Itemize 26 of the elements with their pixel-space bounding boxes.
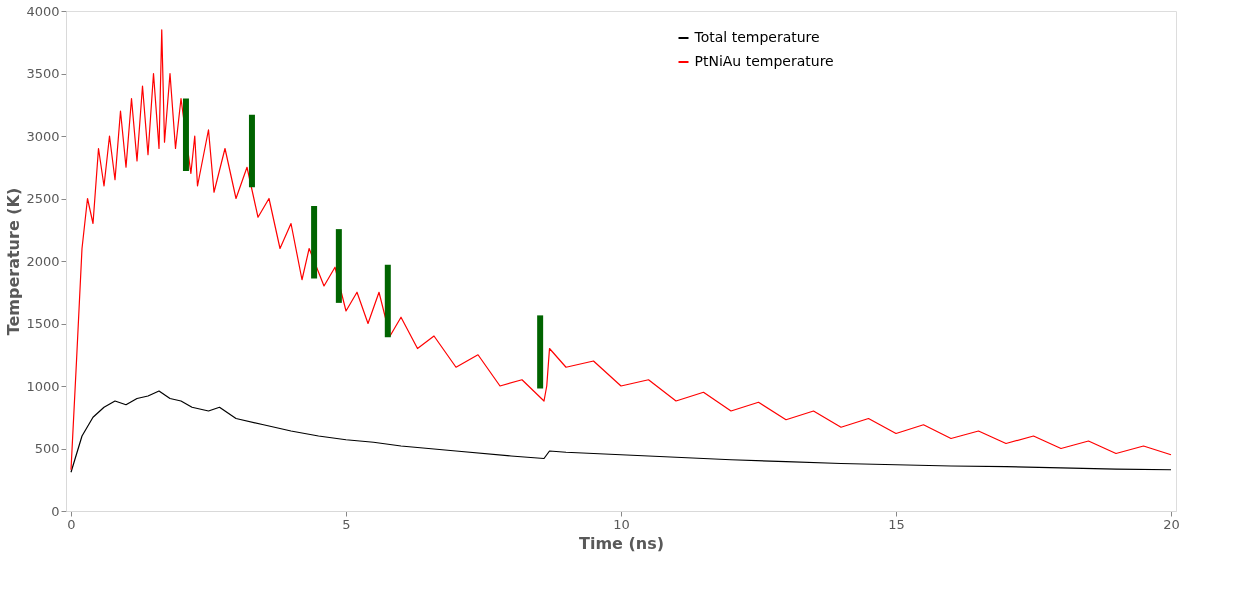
bar (537, 315, 544, 389)
y-tick-label: 3500 (26, 66, 60, 81)
y-tick-label: 0 (51, 503, 60, 519)
x-tick-label: 0 (67, 516, 76, 532)
x-tick-label: 10 (613, 516, 630, 532)
y-tick-label: 3000 (26, 128, 60, 144)
y-tick-label: 500 (34, 441, 60, 456)
line-series (70, 29, 1172, 471)
y-tick-label: 4000 (26, 3, 60, 19)
bar (335, 229, 342, 303)
y-tick-label: 2000 (26, 253, 60, 269)
bar (311, 206, 318, 279)
bar (182, 98, 189, 171)
y-tick-label: 1000 (26, 378, 60, 394)
bar (384, 264, 391, 338)
y-tick-label: 1500 (26, 316, 60, 331)
x-tick-label: 5 (342, 516, 351, 532)
y-tick-label: 2500 (26, 191, 60, 206)
legend-label: Total temperature (693, 29, 820, 45)
line-series (70, 390, 1172, 473)
x-tick-label: 15 (888, 516, 905, 532)
bar (248, 114, 255, 188)
x-axis-title: Time (ns) (578, 533, 665, 553)
legend-label: PtNiAu temperature (694, 53, 834, 69)
y-axis-title: Temperature (K) (4, 187, 24, 336)
x-tick-label: 20 (1163, 516, 1180, 532)
